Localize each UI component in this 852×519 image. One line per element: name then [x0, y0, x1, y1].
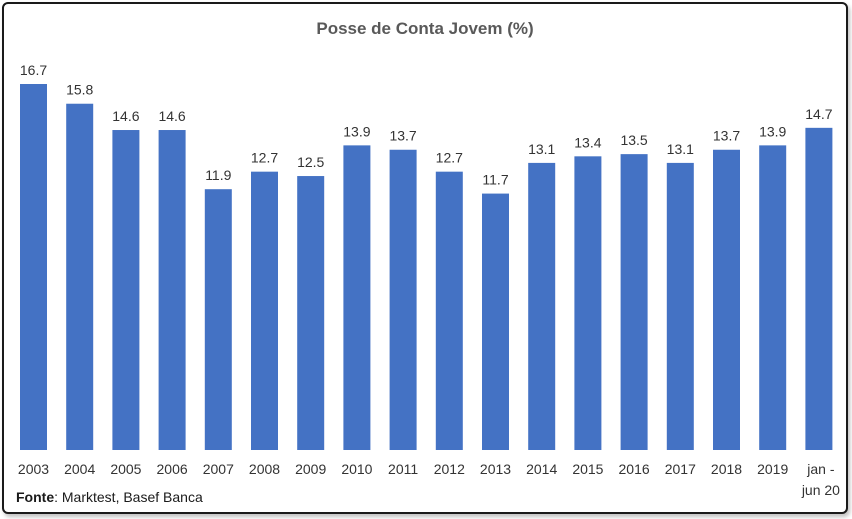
source-label: Fonte [16, 489, 55, 505]
data-label: 13.7 [389, 128, 416, 144]
x-tick-label: 2019 [757, 461, 788, 477]
data-label: 13.9 [343, 123, 370, 139]
data-label: 13.1 [528, 141, 555, 157]
data-label: 13.9 [759, 123, 786, 139]
bar-2004 [66, 103, 94, 450]
bar-2015 [574, 156, 602, 450]
x-tick-label: 2008 [249, 461, 280, 477]
x-tick-label: 2005 [110, 461, 141, 477]
bar-jan---jun-20 [805, 127, 833, 450]
bar-2017 [666, 162, 694, 451]
bar-2010 [343, 145, 371, 450]
x-tick-label: 2018 [711, 461, 742, 477]
source-text: Marktest, Basef Banca [61, 489, 203, 505]
x-tick-label: 2010 [341, 461, 372, 477]
data-label: 16.7 [20, 62, 47, 78]
bar-chart: 16.7 2003 15.8 2004 14.6 2005 14.6 2006 11.9 2007… [18, 62, 840, 498]
data-label: 13.4 [574, 134, 601, 150]
x-tick-label: 2017 [665, 461, 696, 477]
data-label: 13.5 [620, 132, 647, 148]
bar-2013 [482, 193, 509, 450]
bar-2009 [297, 176, 325, 450]
bar-2005 [112, 130, 140, 450]
bar-2003 [20, 84, 47, 450]
x-tick-label: 2004 [64, 461, 95, 477]
data-label: 12.7 [436, 150, 463, 166]
bar-2019 [759, 145, 787, 450]
x-tick-label: 2011 [388, 461, 418, 477]
bar-2008 [251, 171, 278, 450]
x-tick-label: 2012 [434, 461, 465, 477]
data-label: 13.1 [667, 141, 694, 157]
data-label: 12.7 [251, 150, 278, 166]
bar-2018 [713, 149, 740, 450]
chart-frame: Posse de Conta Jovem (%) 16.7 2003 15.8 200… [2, 2, 848, 514]
bar-2006 [158, 130, 186, 450]
bar-2012 [435, 171, 463, 450]
bar-2011 [389, 149, 417, 450]
x-tick-label: 2006 [157, 461, 188, 477]
source-note: Fonte: Marktest, Basef Banca [16, 489, 203, 505]
data-label: 14.6 [112, 108, 139, 124]
x-tick-label: 2007 [203, 461, 234, 477]
x-tick-label: jan -jun 20 [801, 461, 840, 498]
data-label: 11.9 [205, 167, 231, 183]
x-tick-label: 2016 [619, 461, 650, 477]
x-tick-label: 2013 [480, 461, 511, 477]
data-label: 14.7 [805, 106, 832, 122]
bar-2007 [204, 189, 232, 450]
x-tick-label: 2009 [295, 461, 326, 477]
x-tick-label: 2015 [572, 461, 603, 477]
x-tick-label: 2014 [526, 461, 557, 477]
data-label: 13.7 [713, 128, 740, 144]
bar-2016 [620, 154, 648, 451]
chart-title: Posse de Conta Jovem (%) [316, 19, 534, 38]
data-label: 14.6 [158, 108, 185, 124]
bar-2014 [528, 162, 556, 451]
data-label: 11.7 [482, 172, 508, 188]
x-tick-label: 2003 [18, 461, 49, 477]
data-label: 15.8 [66, 82, 93, 98]
data-label: 12.5 [297, 154, 324, 170]
